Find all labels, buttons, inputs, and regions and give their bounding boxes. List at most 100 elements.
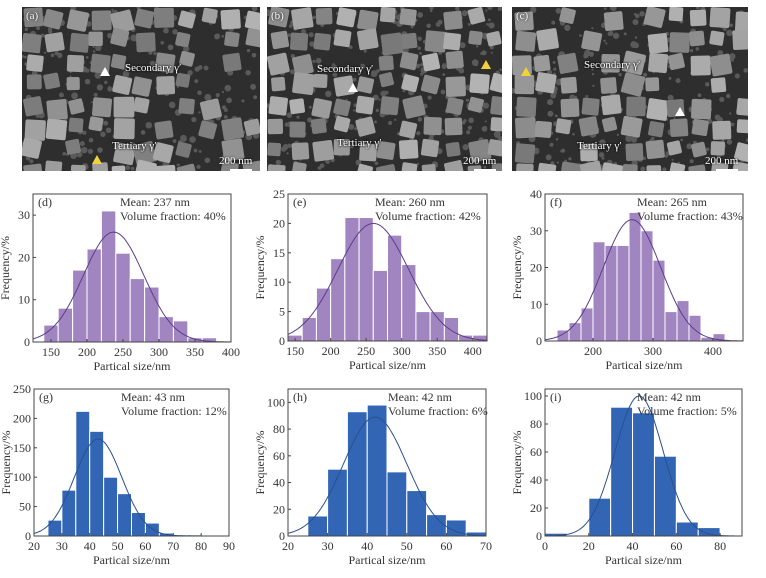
secondary-particle	[113, 142, 137, 166]
secondary-particle	[88, 31, 103, 47]
x-tick-label: 250	[114, 345, 132, 359]
tertiary-particle	[440, 89, 446, 95]
secondary-particle	[601, 116, 618, 133]
tertiary-particle	[689, 48, 694, 53]
secondary-particle	[424, 30, 447, 53]
secondary-particle	[112, 74, 133, 95]
tertiary-particle	[599, 152, 605, 158]
tertiary-particle	[23, 55, 27, 59]
tertiary-particle	[79, 141, 85, 147]
tertiary-particle	[349, 142, 355, 149]
tertiary-particle	[107, 86, 111, 90]
secondary-particle	[23, 96, 44, 117]
tertiary-particle	[487, 18, 491, 22]
chart-svg: 150 200 250 300 350 400 0 5 10 15 20 25 Partical siz…	[253, 187, 488, 372]
y-tick-label: 40	[273, 476, 285, 490]
tertiary-particle	[551, 20, 556, 25]
tertiary-particle	[241, 99, 245, 103]
secondary-particle	[133, 97, 150, 114]
secondary-particle	[467, 7, 486, 25]
histogram-h: 20 30 40 50 60 70 0 20 40 60 80 100 Partical size/nm…	[253, 373, 510, 573]
secondary-particle	[445, 141, 461, 157]
tertiary-particle	[88, 137, 94, 143]
tertiary-particle	[84, 78, 91, 85]
secondary-particle	[445, 76, 466, 97]
volume-fraction-label: Volume fraction: 6%	[388, 404, 488, 418]
secondary-particle	[66, 76, 80, 91]
tertiary-particle	[555, 137, 559, 141]
tertiary-particle	[426, 23, 431, 29]
tertiary-particle	[91, 101, 94, 104]
secondary-particle	[110, 27, 130, 47]
tertiary-particle	[468, 117, 475, 124]
x-tick-label: 80	[195, 539, 207, 553]
tertiary-particle	[301, 29, 307, 35]
histogram-bar	[57, 307, 74, 343]
secondary-particle	[176, 163, 198, 171]
secondary-particle	[356, 163, 374, 171]
secondary-particle	[626, 96, 646, 117]
secondary-particle	[689, 9, 707, 27]
tertiary-particle	[601, 156, 605, 160]
secondary-particle	[514, 116, 537, 139]
tertiary-particle	[149, 60, 156, 67]
secondary-particle	[648, 52, 669, 74]
white-arrow-icon	[348, 83, 358, 92]
y-tick-label: 100	[13, 470, 31, 484]
tertiary-particle	[375, 108, 379, 113]
histogram-bar	[688, 314, 702, 342]
volume-fraction-label: Volume fraction: 43%	[637, 209, 743, 223]
tertiary-particle	[71, 92, 78, 100]
secondary-particle	[268, 96, 288, 116]
secondary-particle	[222, 52, 242, 72]
secondary-particle	[356, 28, 379, 51]
y-axis-label: Frequency/%	[510, 236, 524, 300]
tertiary-particle	[251, 52, 257, 58]
secondary-particle	[43, 72, 61, 90]
y-tick-label: 10	[18, 293, 30, 307]
secondary-particle	[560, 98, 580, 118]
secondary-particle	[710, 141, 726, 156]
tertiary-particle	[96, 84, 104, 91]
histogram-e: 150 200 250 300 350 400 0 5 10 15 20 25 Partical siz…	[253, 180, 510, 375]
tertiary-particle	[668, 76, 672, 80]
tertiary-particle	[588, 51, 594, 57]
gaussian-fit-line	[544, 219, 743, 342]
tertiary-particle	[726, 139, 733, 145]
gaussian-fit-line	[545, 395, 742, 537]
tertiary-particle	[564, 159, 568, 163]
y-tick-label: 100	[267, 395, 285, 409]
x-tick-label: 200	[584, 344, 602, 358]
panel-tag-c: (c)	[516, 10, 529, 22]
x-axis-label: Partical size/nm	[94, 359, 172, 373]
x-tick-label: 70	[167, 539, 179, 553]
histogram-bar	[172, 320, 189, 343]
tertiary-particle	[24, 27, 29, 31]
secondary-particle	[336, 7, 357, 28]
tertiary-label: Tertiary γ′	[112, 140, 157, 152]
tertiary-particle	[325, 90, 332, 98]
tertiary-particle	[286, 152, 289, 155]
secondary-particle	[600, 162, 624, 171]
tertiary-particle	[223, 107, 228, 112]
y-tick-label: 200	[13, 411, 31, 425]
tertiary-particle	[183, 45, 190, 53]
y-tick-label: 0	[536, 334, 542, 348]
tertiary-particle	[484, 120, 487, 123]
x-tick-label: 70	[480, 539, 492, 553]
tertiary-particle	[547, 99, 554, 106]
y-tick-label: 0	[25, 529, 31, 543]
secondary-particle	[66, 54, 85, 73]
y-axis-label: Frequency/%	[510, 431, 524, 495]
histogram-bar	[129, 278, 146, 343]
secondary-particle	[267, 142, 282, 157]
tertiary-particle	[673, 117, 676, 120]
tertiary-particle	[133, 34, 136, 37]
tertiary-particle	[376, 142, 379, 145]
x-tick-label: 300	[393, 344, 411, 358]
tertiary-particle	[352, 77, 357, 82]
tertiary-particle	[312, 59, 316, 63]
secondary-label: Secondary γ′	[125, 62, 182, 74]
secondary-particle	[220, 9, 241, 30]
tertiary-particle	[221, 35, 225, 38]
